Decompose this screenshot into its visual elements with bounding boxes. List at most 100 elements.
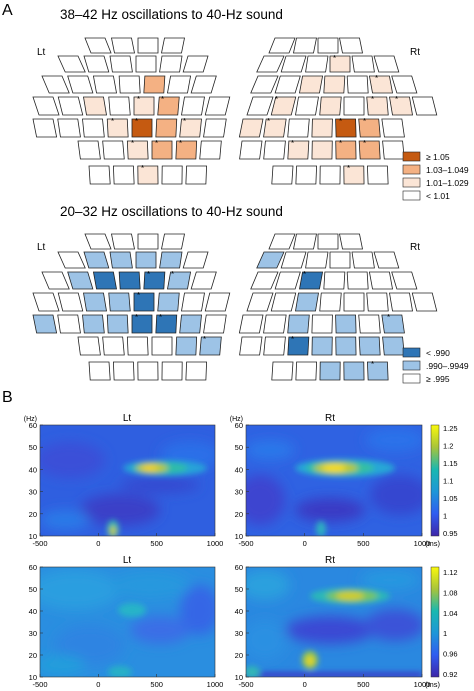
significance-marker: * <box>137 95 140 104</box>
sensor-tile <box>159 55 183 73</box>
y-tick-label: 10 <box>29 673 37 682</box>
sensor-tile <box>238 118 264 138</box>
legend-label: < 1.01 <box>426 191 450 201</box>
sensor-tile <box>32 314 58 334</box>
sensor-tile <box>271 165 294 185</box>
sensor-tile <box>106 314 129 334</box>
sensor-tile <box>317 37 339 54</box>
colorbar-top-ticks: 1.25 1.2 1.15 1.1 1.05 1 0.95 <box>443 424 458 538</box>
x-tick-label: 1000 <box>207 539 224 548</box>
significance-marker: * <box>159 313 162 322</box>
sensor-tile <box>111 233 135 250</box>
sensor-tile <box>203 118 227 138</box>
significance-marker: * <box>291 139 294 148</box>
sensor-tile <box>391 75 418 94</box>
y-tick-label: 20 <box>235 651 243 660</box>
significance-marker: * <box>111 117 114 126</box>
sensor-tile <box>274 75 301 94</box>
significance-marker: * <box>375 74 378 83</box>
sensor-tile <box>305 55 329 73</box>
heatmap-bottom-left <box>40 567 215 677</box>
panel-a-bottom-right-label: Rt <box>410 242 420 253</box>
sensor-tile <box>204 292 231 312</box>
sensor-tile <box>57 55 86 73</box>
x-unit-label: (ms) <box>425 680 440 689</box>
sensor-tile <box>92 271 117 290</box>
y-tick-label: 50 <box>235 443 243 452</box>
sensor-tile <box>57 96 84 116</box>
sensor-tile <box>157 292 180 312</box>
sensor-tile <box>108 96 131 116</box>
sensor-tile <box>381 118 405 138</box>
sensor-tile <box>137 233 159 250</box>
sensor-tile <box>295 165 318 185</box>
sensor-tile <box>137 361 159 381</box>
heatmap-bottom-left-axes: 60 50 40 30 20 10-500 0 500 1000 <box>29 563 224 689</box>
sensor-tile <box>84 37 112 54</box>
sensor-tile <box>159 251 183 269</box>
colorbar-tick-label: 0.92 <box>443 670 458 679</box>
heatmap-top-right <box>246 425 422 536</box>
sensor-tile <box>83 292 107 312</box>
sensor-tile <box>339 233 363 250</box>
legend-top: ≥ 1.05 1.03–1.049 1.01–1.029 < 1.01 <box>402 151 469 201</box>
sensor-tile <box>295 361 318 381</box>
sensor-array-bottom-left: * * * * * * <box>32 233 231 381</box>
x-tick-label: 1000 <box>414 680 431 689</box>
sensor-tile <box>358 140 381 160</box>
sensor-tile <box>270 292 297 312</box>
sensor-tile <box>32 292 60 312</box>
sensor-tile <box>358 118 381 138</box>
heatmap-top-left-axes: 60 50 40 30 20 10-500 0 500 1000 (Hz) <box>24 416 224 548</box>
sensor-tile <box>287 314 310 334</box>
legend-swatch <box>402 190 421 201</box>
sensor-tile <box>358 336 381 356</box>
panel-a-top-left-label: Lt <box>37 47 46 58</box>
sensor-tile <box>112 165 135 185</box>
y-unit-label: (Hz) <box>24 416 37 423</box>
sensor-tile <box>157 96 180 116</box>
sensor-tile <box>181 96 205 116</box>
significance-marker: * <box>291 335 294 344</box>
y-tick-label: 10 <box>235 673 243 682</box>
y-tick-label: 40 <box>29 607 37 616</box>
sensor-tile <box>346 75 369 94</box>
sensor-tile <box>199 140 222 160</box>
sensor-tile <box>83 55 110 73</box>
sensor-tile <box>373 251 400 269</box>
y-tick-label: 30 <box>29 629 37 638</box>
sensor-tile <box>311 314 333 334</box>
sensor-tile <box>256 55 285 73</box>
heatmap-top-left <box>40 425 215 536</box>
y-tick-label: 30 <box>235 629 243 638</box>
y-tick-label: 20 <box>29 651 37 660</box>
sensor-tile <box>263 314 287 334</box>
sensor-tile <box>287 336 310 356</box>
sensor-tile <box>88 361 111 381</box>
sensor-tile <box>118 75 141 94</box>
sensor-tile <box>203 314 227 334</box>
sensor-tile <box>106 118 129 138</box>
sensor-tile <box>305 251 329 269</box>
x-tick-label: -500 <box>238 539 253 548</box>
sensor-tile <box>57 251 86 269</box>
sensor-tile <box>199 336 222 356</box>
colorbar-tick-label: 1.05 <box>443 494 458 503</box>
panel-a-label: A <box>2 2 13 19</box>
sensor-tile <box>111 37 135 54</box>
sensor-tile <box>246 292 274 312</box>
sensor-tile <box>126 336 149 356</box>
sensor-tile <box>411 292 438 312</box>
legend-swatch <box>402 347 421 358</box>
sensor-tile <box>88 165 111 185</box>
heatmap-top-left-title: Lt <box>123 413 132 424</box>
sensor-tile <box>238 314 264 334</box>
sensor-tile <box>366 292 389 312</box>
y-tick-label: 60 <box>29 421 37 430</box>
significance-marker: * <box>203 335 206 344</box>
x-tick-label: -500 <box>32 680 47 689</box>
sensor-tile <box>323 75 346 94</box>
sensor-tile <box>268 37 296 54</box>
sensor-tile <box>411 96 438 116</box>
sensor-tile <box>118 271 141 290</box>
